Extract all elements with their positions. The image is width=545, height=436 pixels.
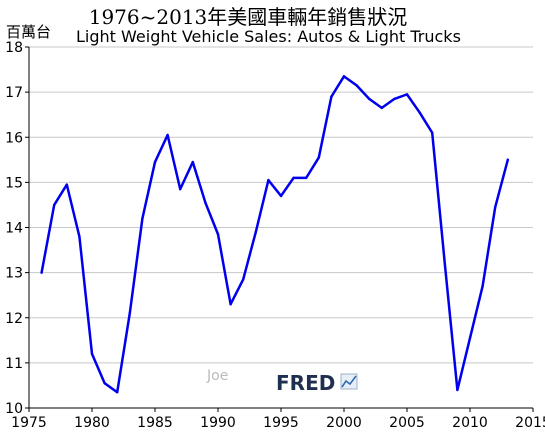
- data-point: [506, 158, 509, 162]
- data-point: [191, 160, 194, 164]
- grid-lines: [29, 46, 533, 364]
- watermark-text: Joe: [206, 368, 228, 384]
- data-point: [279, 194, 283, 198]
- y-axis-unit-label: 百萬台: [6, 23, 51, 41]
- data-point: [405, 93, 409, 96]
- data-point: [53, 203, 56, 207]
- data-point: [254, 230, 257, 234]
- data-point: [40, 271, 43, 274]
- x-tick-label: 2005: [389, 415, 425, 431]
- x-axis-ticks: 1975 1980 1985 1990 1995 2000 2005 2010 2015: [11, 408, 545, 431]
- x-tick-label: 2010: [452, 415, 488, 431]
- data-point: [229, 303, 232, 306]
- y-tick-label: 10: [5, 401, 23, 417]
- data-point: [141, 217, 144, 220]
- x-tick-label: 1975: [11, 415, 47, 431]
- x-tick-label: 1980: [74, 415, 110, 431]
- x-tick-label: 2015: [515, 415, 545, 431]
- data-point: [216, 233, 220, 236]
- data-point: [204, 201, 207, 204]
- data-point: [355, 84, 358, 87]
- data-point: [128, 312, 131, 315]
- data-point: [292, 176, 295, 180]
- x-tick-label: 1985: [137, 415, 173, 431]
- data-point: [166, 133, 169, 137]
- x-tick-label: 2000: [326, 415, 362, 431]
- y-tick-label: 11: [5, 356, 23, 372]
- data-point: [90, 352, 94, 356]
- data-point: [330, 95, 333, 98]
- data-point: [418, 111, 421, 114]
- y-tick-label: 16: [5, 130, 23, 146]
- data-point: [368, 97, 371, 101]
- y-tick-label: 18: [5, 40, 23, 56]
- data-point: [305, 176, 308, 180]
- chart-title: 1976~2013年美國車輛年銷售狀況: [89, 5, 408, 29]
- y-tick-label: 14: [5, 221, 23, 237]
- data-point: [267, 178, 270, 182]
- data-point: [431, 131, 434, 134]
- data-point: [393, 97, 396, 101]
- series-line: [40, 75, 510, 394]
- data-point: [242, 278, 245, 281]
- data-point: [481, 284, 484, 288]
- y-tick-label: 17: [5, 85, 23, 101]
- data-point: [103, 381, 106, 385]
- chart-subtitle: Light Weight Vehicle Sales: Autos & Ligh…: [76, 27, 461, 46]
- series-layer: [40, 75, 510, 394]
- data-point: [78, 235, 81, 238]
- y-tick-label: 12: [5, 311, 23, 327]
- data-point: [153, 160, 157, 164]
- data-point: [116, 391, 119, 394]
- data-point: [456, 388, 459, 392]
- x-tick-label: 1990: [200, 415, 236, 431]
- y-axis-ticks: 10 11 12 13 14 15 16 17 18: [5, 40, 29, 417]
- data-point: [317, 156, 320, 159]
- x-tick-label: 1995: [263, 415, 299, 431]
- fred-logo-text: FRED: [276, 371, 335, 395]
- data-point: [380, 106, 383, 110]
- y-tick-label: 15: [5, 175, 23, 191]
- fred-logo: FRED: [276, 371, 358, 395]
- data-point: [468, 336, 472, 340]
- data-point: [342, 75, 346, 78]
- data-point: [65, 183, 69, 186]
- data-point: [494, 205, 497, 209]
- line-chart-icon: [340, 373, 358, 390]
- y-tick-label: 13: [5, 266, 23, 282]
- data-point: [443, 262, 446, 265]
- data-point: [179, 187, 182, 191]
